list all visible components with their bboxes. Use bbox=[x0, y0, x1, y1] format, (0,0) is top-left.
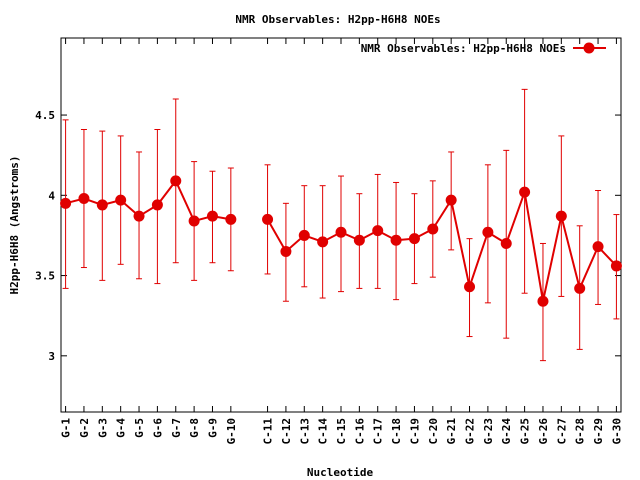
y-tick-label: 4.5 bbox=[35, 109, 55, 122]
x-tick-label: G-30 bbox=[610, 418, 623, 445]
x-tick-label: G-2 bbox=[78, 418, 91, 438]
x-tick-label: C-13 bbox=[298, 418, 311, 445]
x-tick-label: C-11 bbox=[262, 418, 275, 445]
x-tick-label: C-27 bbox=[555, 418, 568, 445]
series-line bbox=[266, 188, 618, 302]
x-tick-label: G-4 bbox=[115, 418, 128, 438]
x-tick-label: C-12 bbox=[280, 418, 293, 445]
data-point bbox=[592, 241, 604, 253]
x-tick-label: G-6 bbox=[151, 418, 164, 438]
y-tick-label: 3 bbox=[48, 350, 55, 363]
data-point bbox=[610, 260, 622, 272]
data-point bbox=[225, 213, 237, 225]
x-tick-label: C-16 bbox=[353, 418, 366, 445]
data-point bbox=[151, 199, 163, 211]
data-point bbox=[317, 236, 329, 248]
data-series bbox=[60, 88, 622, 362]
x-tick-label: G-5 bbox=[133, 418, 146, 438]
x-tick-label: G-21 bbox=[445, 418, 458, 445]
chart-title: NMR Observables: H2pp-H6H8 NOEs bbox=[235, 13, 440, 26]
x-tick-label: C-15 bbox=[335, 418, 348, 445]
data-point bbox=[206, 210, 218, 222]
data-point bbox=[390, 234, 402, 246]
legend-label: NMR Observables: H2pp-H6H8 NOEs bbox=[361, 42, 566, 55]
data-point bbox=[555, 210, 567, 222]
x-tick-label: G-24 bbox=[500, 418, 513, 445]
y-tick-label: 3.5 bbox=[35, 270, 55, 283]
legend: NMR Observables: H2pp-H6H8 NOEs bbox=[361, 42, 606, 55]
x-axis: G-1 G-2 G-3 G-4 G-5 G-6 G-7 G-8 G-9 G-10 C-11 C-12 C… bbox=[60, 38, 623, 445]
x-tick-label: G-26 bbox=[537, 418, 550, 445]
x-tick-label: C-20 bbox=[427, 418, 440, 445]
x-tick-label: G-10 bbox=[225, 418, 238, 445]
legend-marker bbox=[583, 42, 595, 54]
x-tick-label: C-17 bbox=[372, 418, 385, 445]
data-point bbox=[537, 295, 549, 307]
data-point bbox=[188, 215, 200, 227]
y-axis-label: H2pp-H6H8 (Angstroms) bbox=[8, 155, 21, 294]
data-point bbox=[408, 233, 420, 245]
data-point bbox=[78, 193, 90, 205]
x-tick-label: G-7 bbox=[170, 418, 183, 438]
data-point bbox=[133, 210, 145, 222]
x-tick-label: G-1 bbox=[60, 418, 73, 438]
data-point bbox=[60, 197, 72, 209]
data-point bbox=[372, 225, 384, 237]
x-tick-label: C-18 bbox=[390, 418, 403, 445]
data-point bbox=[280, 245, 292, 257]
data-point bbox=[170, 175, 182, 187]
x-tick-label: G-9 bbox=[206, 418, 219, 438]
data-point bbox=[335, 226, 347, 238]
data-point bbox=[96, 199, 108, 211]
data-point bbox=[519, 186, 531, 198]
data-point bbox=[574, 282, 586, 294]
x-tick-label: C-19 bbox=[408, 418, 421, 445]
series-line bbox=[65, 178, 232, 223]
data-point bbox=[464, 281, 476, 293]
data-point bbox=[427, 223, 439, 235]
x-axis-label: Nucleotide bbox=[307, 466, 374, 479]
x-tick-label: C-14 bbox=[317, 418, 330, 445]
x-tick-label: G-8 bbox=[188, 418, 201, 438]
x-tick-label: G-25 bbox=[519, 418, 532, 445]
data-point bbox=[115, 194, 127, 206]
y-tick-label: 4 bbox=[48, 189, 55, 202]
data-point bbox=[353, 234, 365, 246]
y-axis: 3 3.5 4 4.5 bbox=[35, 109, 621, 363]
x-tick-label: G-28 bbox=[574, 418, 587, 445]
data-point bbox=[445, 194, 457, 206]
data-point bbox=[298, 229, 310, 241]
x-tick-label: G-29 bbox=[592, 418, 605, 445]
x-tick-label: G-22 bbox=[464, 418, 477, 445]
data-point bbox=[500, 237, 512, 249]
x-tick-label: G-23 bbox=[482, 418, 495, 445]
data-point bbox=[482, 226, 494, 238]
data-point bbox=[262, 213, 274, 225]
x-tick-label: G-3 bbox=[96, 418, 109, 438]
